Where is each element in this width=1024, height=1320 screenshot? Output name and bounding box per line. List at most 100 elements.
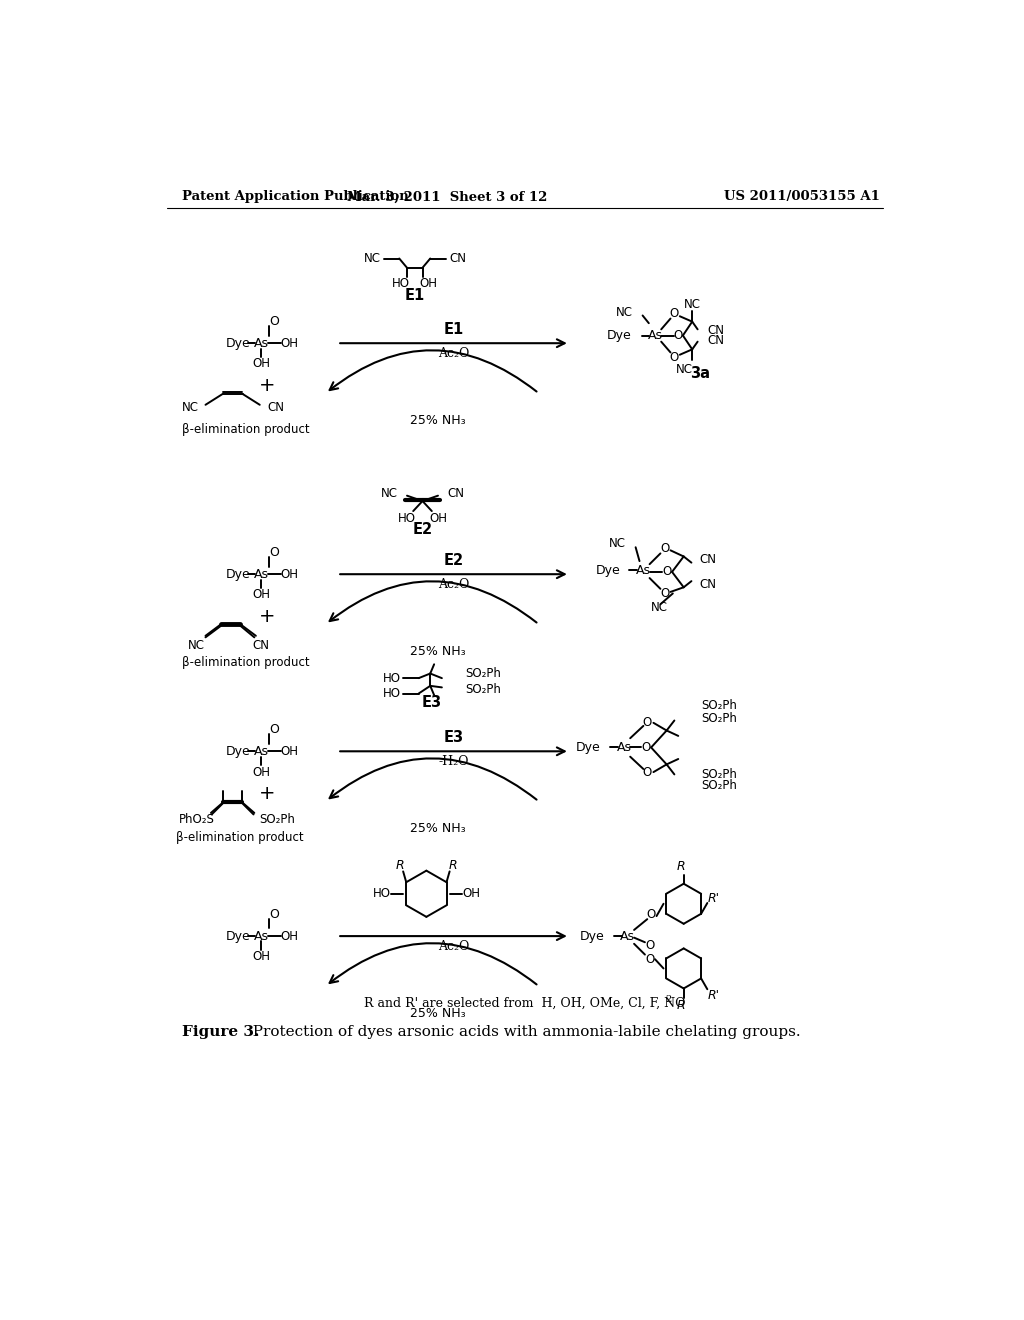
Text: O: O — [645, 953, 654, 966]
Text: OH: OH — [281, 337, 298, 350]
Text: CN: CN — [708, 325, 725, 338]
Text: OH: OH — [281, 929, 298, 942]
Text: Protection of dyes arsonic acids with ammonia-labile chelating groups.: Protection of dyes arsonic acids with am… — [243, 1026, 801, 1039]
Text: CN: CN — [449, 252, 466, 265]
Text: Ac₂O: Ac₂O — [438, 940, 469, 953]
Text: OH: OH — [252, 950, 270, 964]
Text: O: O — [660, 587, 670, 601]
Text: E3: E3 — [443, 730, 464, 744]
Text: OH: OH — [252, 766, 270, 779]
Text: O: O — [670, 351, 679, 363]
Text: HO: HO — [398, 512, 416, 525]
Text: Dye: Dye — [225, 744, 251, 758]
Text: +: + — [259, 607, 275, 626]
Text: SO₂Ph: SO₂Ph — [701, 779, 737, 792]
Text: CN: CN — [253, 639, 269, 652]
Text: R': R' — [708, 989, 720, 1002]
Text: O: O — [268, 546, 279, 560]
Text: R: R — [395, 859, 404, 871]
Text: O: O — [660, 543, 670, 556]
Text: 25% NH₃: 25% NH₃ — [411, 822, 466, 834]
Text: Patent Application Publication: Patent Application Publication — [182, 190, 409, 203]
Text: O: O — [641, 741, 650, 754]
Text: 2: 2 — [666, 995, 672, 1003]
Text: O: O — [674, 329, 683, 342]
Text: E2: E2 — [413, 521, 432, 537]
Text: OH: OH — [462, 887, 480, 900]
Text: +: + — [259, 376, 275, 395]
Text: -H₂O: -H₂O — [438, 755, 469, 768]
Text: PhO₂S: PhO₂S — [178, 813, 214, 825]
Text: β-elimination product: β-elimination product — [182, 422, 310, 436]
Text: 25% NH₃: 25% NH₃ — [411, 644, 466, 657]
Text: CN: CN — [699, 578, 716, 591]
Text: 3a: 3a — [690, 367, 710, 381]
Text: SO₂Ph: SO₂Ph — [701, 768, 737, 781]
Text: Dye: Dye — [225, 929, 251, 942]
Text: CN: CN — [699, 553, 716, 566]
Text: O: O — [662, 565, 672, 578]
Text: HO: HO — [383, 672, 400, 685]
Text: Dye: Dye — [595, 564, 621, 577]
Text: Dye: Dye — [225, 568, 251, 581]
Text: OH: OH — [252, 358, 270, 371]
Text: Ac₂O: Ac₂O — [438, 578, 469, 591]
Text: SO₂Ph: SO₂Ph — [701, 698, 737, 711]
Text: O: O — [646, 908, 655, 921]
Text: NC: NC — [650, 601, 668, 614]
Text: HO: HO — [392, 277, 410, 290]
Text: SO₂Ph: SO₂Ph — [465, 684, 501, 696]
Text: R: R — [449, 859, 457, 871]
Text: NC: NC — [684, 298, 700, 312]
Text: OH: OH — [252, 589, 270, 602]
Text: NC: NC — [381, 487, 397, 500]
Text: As: As — [254, 568, 268, 581]
Text: Dye: Dye — [575, 741, 601, 754]
Text: OH: OH — [420, 277, 437, 290]
Text: Dye: Dye — [580, 929, 604, 942]
Text: Dye: Dye — [225, 337, 251, 350]
Text: OH: OH — [281, 568, 298, 581]
Text: O: O — [268, 723, 279, 737]
Text: E3: E3 — [422, 696, 442, 710]
Text: SO₂Ph: SO₂Ph — [260, 813, 296, 825]
Text: HO: HO — [383, 686, 400, 700]
Text: As: As — [636, 564, 651, 577]
Text: E1: E1 — [443, 322, 464, 337]
Text: SO₂Ph: SO₂Ph — [701, 711, 737, 725]
Text: Mar. 3, 2011  Sheet 3 of 12: Mar. 3, 2011 Sheet 3 of 12 — [347, 190, 548, 203]
Text: NC: NC — [364, 252, 381, 265]
Text: CN: CN — [708, 334, 725, 347]
Text: Figure 3.: Figure 3. — [182, 1026, 260, 1039]
Text: NC: NC — [676, 363, 693, 376]
Text: As: As — [254, 337, 268, 350]
Text: As: As — [254, 929, 268, 942]
Text: Dye: Dye — [607, 329, 632, 342]
Text: US 2011/0053155 A1: US 2011/0053155 A1 — [724, 190, 881, 203]
Text: 25% NH₃: 25% NH₃ — [411, 1007, 466, 1019]
Text: O: O — [670, 308, 679, 321]
Text: β-elimination product: β-elimination product — [176, 832, 304, 843]
Text: As: As — [616, 741, 632, 754]
Text: CN: CN — [267, 400, 285, 413]
Text: R': R' — [708, 892, 720, 906]
Text: NC: NC — [616, 306, 633, 319]
Text: O: O — [268, 315, 279, 329]
Text: R: R — [676, 861, 685, 874]
Text: As: As — [621, 929, 635, 942]
Text: R and R' are selected from  H, OH, OMe, Cl, F, NO: R and R' are selected from H, OH, OMe, C… — [365, 997, 685, 1010]
Text: NC: NC — [609, 537, 627, 550]
Text: R: R — [676, 999, 685, 1012]
Text: β-elimination product: β-elimination product — [182, 656, 310, 669]
Text: E2: E2 — [443, 553, 464, 568]
Text: Ac₂O: Ac₂O — [438, 347, 469, 360]
Text: NC: NC — [187, 639, 205, 652]
Text: As: As — [254, 744, 268, 758]
Text: O: O — [643, 715, 652, 729]
Text: +: + — [259, 784, 275, 803]
Text: SO₂Ph: SO₂Ph — [465, 667, 501, 680]
Text: O: O — [645, 939, 654, 952]
Text: OH: OH — [429, 512, 447, 525]
Text: NC: NC — [182, 400, 200, 413]
Text: As: As — [647, 329, 663, 342]
